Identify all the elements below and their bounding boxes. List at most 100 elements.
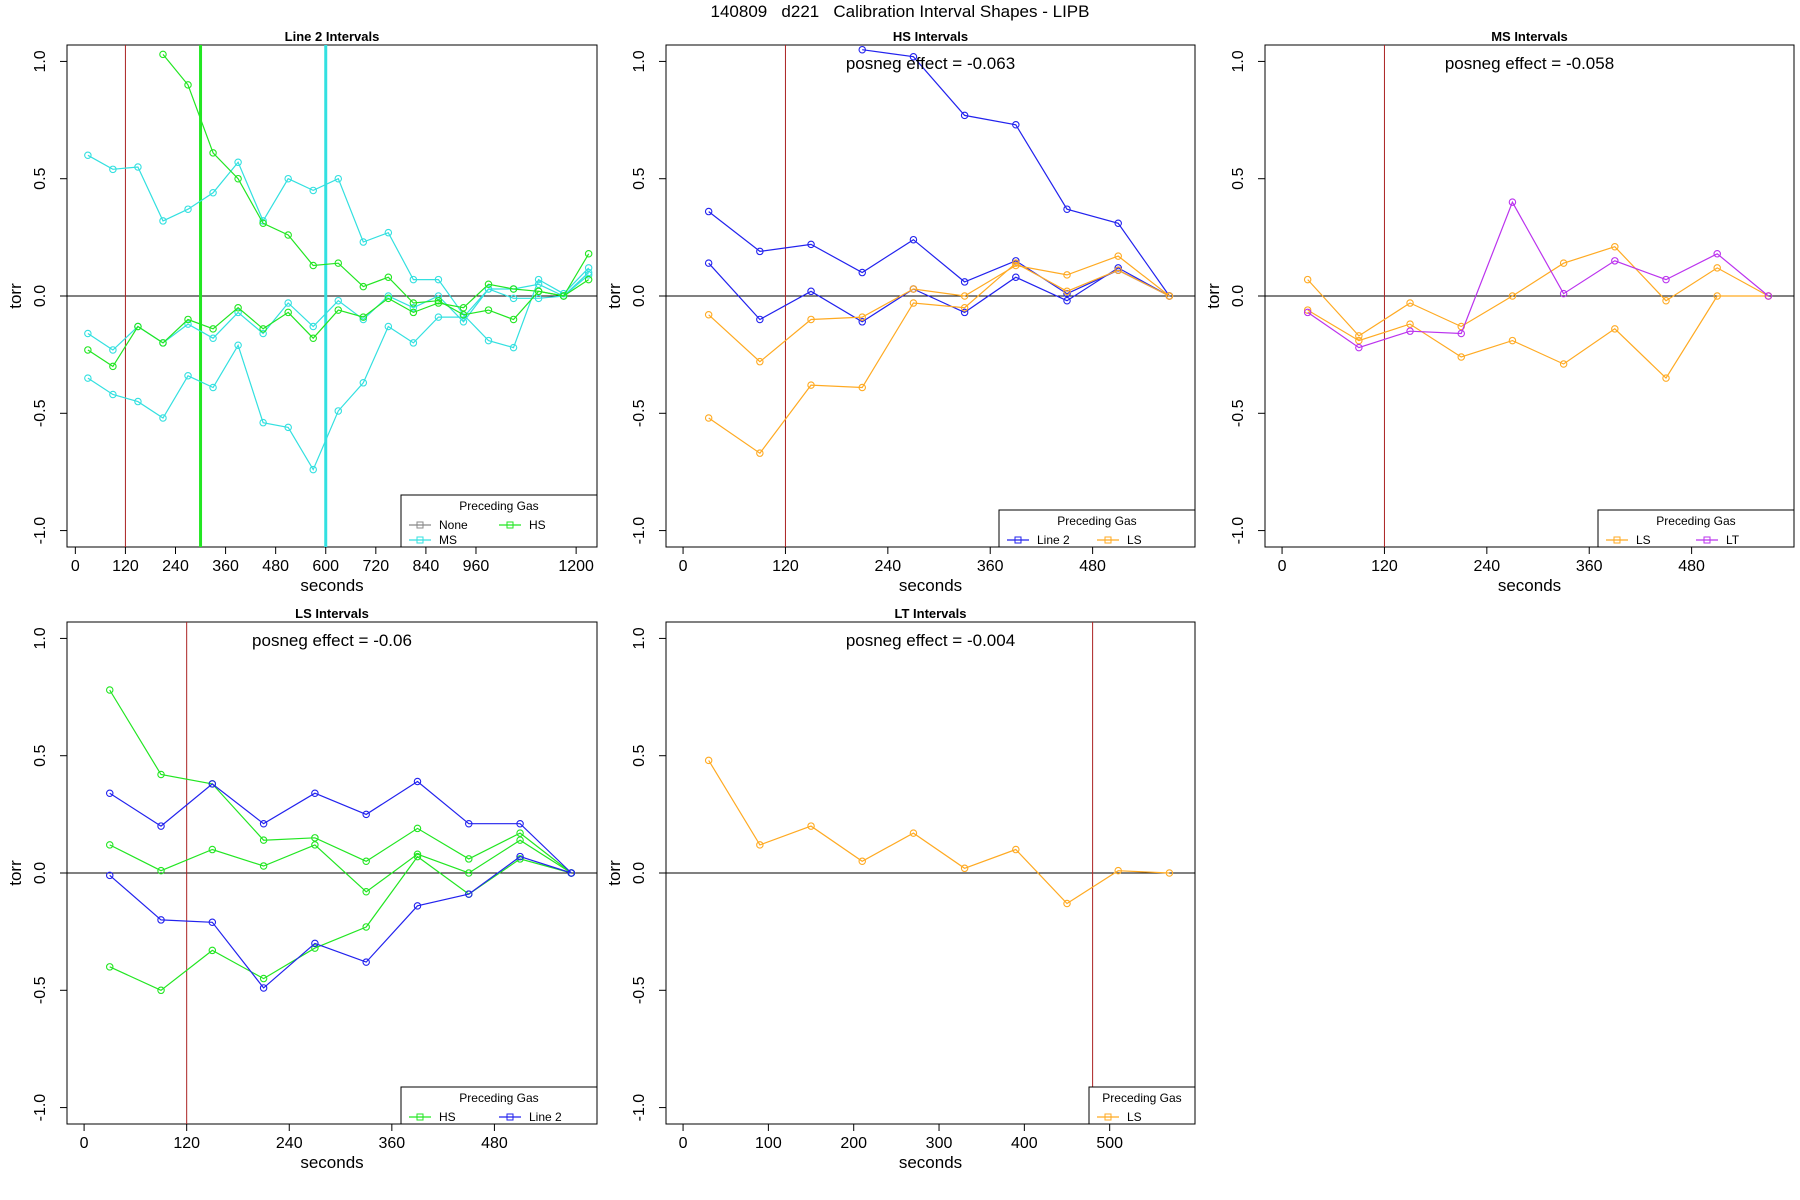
data-point [334,407,343,415]
data-point [234,174,242,183]
data-point [756,315,764,324]
data-point [516,829,524,837]
legend-swatch-marker [1014,536,1022,544]
data-point [1713,264,1721,272]
data-point [960,111,969,120]
data-point [384,273,393,281]
data-point [1012,257,1020,265]
data-point [858,857,866,866]
data-point [413,902,422,910]
data-point [184,320,192,328]
data-point [1559,360,1568,368]
series-line [87,272,590,471]
data-point [105,789,114,797]
chart-panel: LT Intervals 0 100 200 300 400 500 seconds 1.0 0.… [605,606,1196,1172]
data-point [1114,264,1122,272]
legend-swatch-marker [1613,536,1621,544]
page-title: 140809 d221 Calibration Interval Shapes … [710,2,1090,21]
data-point [584,250,593,258]
data-point [284,299,292,307]
data-point [259,219,267,228]
legend-title: Preceding Gas [1656,514,1735,528]
y-tick-label: 0.0 [32,285,49,307]
x-axis-label: seconds [899,576,962,595]
data-point [858,268,866,277]
data-point [1063,899,1071,908]
data-point [807,287,815,296]
data-point [704,756,713,765]
data-point [160,35,166,41]
data-point [484,285,493,293]
data-point [109,165,117,174]
data-point [362,923,370,931]
chart-panel: MS Intervals 0 120 240 360 480 seconds 1.0 0.5 0.… [1204,29,1795,595]
data-point [409,275,418,284]
y-tick-label: -1.0 [631,517,648,545]
data-point [1114,252,1122,260]
y-tick-label: 1.0 [32,627,49,649]
chart-panel: Line 2 Intervals 0 120 240 360 480 600 720 840 96… [6,26,598,595]
data-point [105,841,114,849]
data-point [465,890,473,898]
data-point [84,374,92,382]
data-point [465,855,473,863]
data-point [362,958,370,966]
y-tick-label: -0.5 [32,976,49,1004]
data-point [909,299,918,307]
series-line [708,255,1170,363]
x-tick-label: 200 [840,1135,867,1152]
data-point [259,819,268,828]
data-point [159,50,167,59]
data-point [534,275,543,284]
x-axis-label: seconds [899,1153,962,1172]
legend-entry-label: Line 2 [529,1110,562,1124]
data-point [209,189,217,197]
y-axis-label: torr [1204,283,1223,309]
y-axis-label: torr [605,283,624,309]
x-tick-label: 240 [276,1135,303,1152]
data-point [459,318,468,326]
data-point [704,414,713,422]
legend-box [1597,509,1795,548]
data-point [208,780,217,788]
data-point [1406,320,1414,328]
legend-swatch-marker [506,1113,514,1121]
series-line [708,262,1170,323]
data-point [209,149,217,157]
data-point [858,383,866,392]
data-point [84,346,92,354]
data-point [567,869,576,877]
y-axis-label: torr [6,860,25,886]
legend: Preceding Gas LS [1088,1086,1196,1125]
x-tick-label: 0 [679,1135,688,1152]
data-point [359,315,368,324]
data-point [484,306,493,314]
legend-entry-label: LS [1127,533,1142,547]
data-point [584,268,593,277]
x-tick-label: 480 [262,558,289,575]
data-point [105,686,114,694]
x-tick-label: 0 [1278,558,1287,575]
x-tick-label: 480 [1079,558,1106,575]
data-point [1611,242,1619,251]
series-line [162,54,590,321]
data-point [1012,121,1020,129]
legend-entry-label: MS [439,533,457,547]
data-point [157,986,165,995]
data-point [409,339,418,347]
data-point [234,341,242,350]
series-line [862,49,1170,297]
y-tick-label: -1.0 [32,1094,49,1122]
data-point [311,789,319,797]
data-point [259,418,267,427]
data-point [465,869,473,877]
data-point [434,313,443,321]
x-tick-label: 400 [1011,1135,1038,1152]
chart-title: LT Intervals [894,606,966,621]
series-line [138,26,163,38]
data-point [208,918,217,927]
data-point [184,81,192,89]
data-point [1355,336,1363,345]
data-point [309,334,317,342]
series-line [708,262,1170,455]
